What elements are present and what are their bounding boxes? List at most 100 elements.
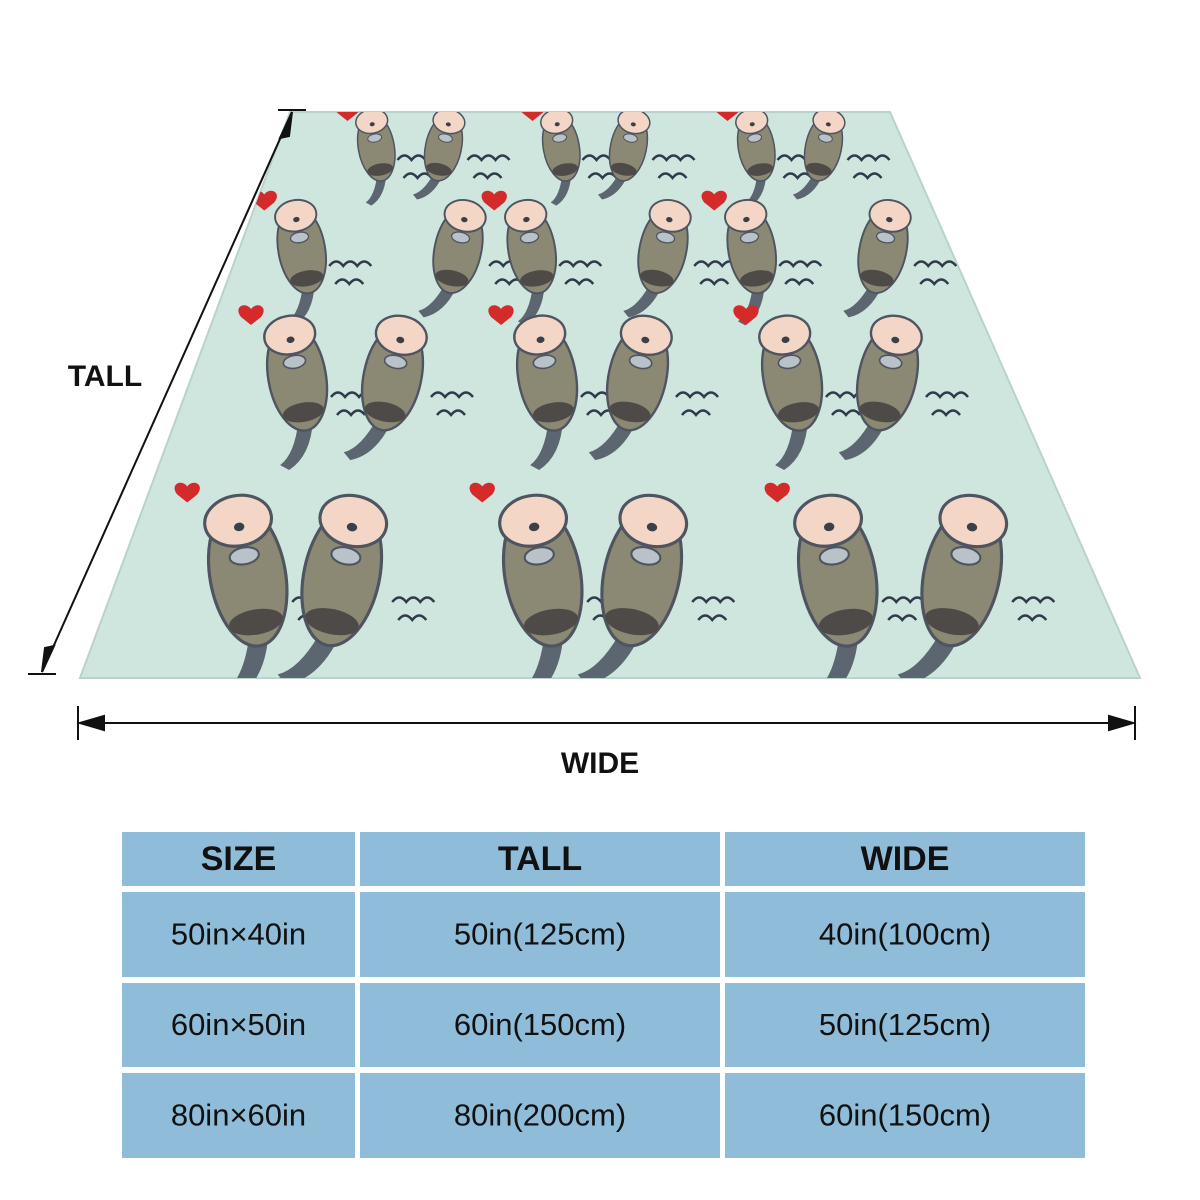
tall-label: TALL xyxy=(68,360,142,393)
otter-nose xyxy=(233,522,245,532)
table-cell xyxy=(725,983,1085,1067)
wave xyxy=(402,172,433,181)
wave xyxy=(472,172,503,181)
otter xyxy=(724,198,777,326)
wave xyxy=(919,278,950,287)
wave xyxy=(697,614,728,623)
otter-feet xyxy=(552,163,579,176)
table-header: SIZE xyxy=(201,840,277,878)
otter-head xyxy=(513,314,567,356)
otter xyxy=(343,314,428,461)
otter xyxy=(623,199,692,318)
otter-paws xyxy=(655,231,676,244)
wave xyxy=(336,409,366,418)
otter-feet xyxy=(367,163,394,176)
otter-head xyxy=(618,493,689,549)
otter xyxy=(513,314,579,471)
otter-feet xyxy=(747,163,774,176)
otter xyxy=(897,493,1009,678)
otter-feet xyxy=(860,269,894,287)
wave xyxy=(931,409,961,418)
wave xyxy=(651,154,696,163)
otter-feet xyxy=(532,402,574,423)
otter-paws xyxy=(739,231,760,244)
wave xyxy=(925,391,969,400)
wide-label: WIDE xyxy=(561,747,639,780)
otter-nose xyxy=(536,336,545,344)
table-header: TALL xyxy=(498,840,582,878)
otter-paws xyxy=(330,546,362,566)
wave xyxy=(466,154,511,163)
heart xyxy=(238,305,264,325)
otter-paws xyxy=(289,231,310,244)
otter-paws xyxy=(747,133,763,143)
otter-paws xyxy=(523,546,555,566)
otter-paws xyxy=(519,231,540,244)
otter-nose xyxy=(825,122,831,127)
otter-tail xyxy=(550,174,572,206)
wave xyxy=(1017,614,1048,623)
table-text: 60in×50in xyxy=(171,1007,306,1042)
wave xyxy=(699,278,730,287)
otter-head xyxy=(938,493,1009,549)
heart xyxy=(481,190,507,211)
otter-nose xyxy=(630,122,636,127)
otter xyxy=(418,199,487,318)
otter-nose xyxy=(823,522,835,532)
otter-tail xyxy=(225,632,269,678)
table-cell xyxy=(122,1073,355,1158)
otter xyxy=(412,112,466,200)
wave xyxy=(782,172,813,181)
table-cell xyxy=(360,832,720,886)
otter xyxy=(498,493,584,678)
wave xyxy=(693,260,738,269)
otter-tail xyxy=(520,632,564,678)
wave xyxy=(852,172,883,181)
otter-feet xyxy=(859,401,901,423)
otter-tail xyxy=(775,420,808,471)
otter-feet xyxy=(640,269,674,287)
wave xyxy=(681,409,711,418)
wave xyxy=(778,260,823,269)
otter-head xyxy=(868,199,912,233)
otter-paws xyxy=(630,546,662,566)
otter-nose xyxy=(293,216,300,223)
otter-nose xyxy=(523,216,530,223)
otter-paws xyxy=(552,133,568,143)
otter-head xyxy=(432,112,466,135)
wave xyxy=(675,391,719,400)
otter-nose xyxy=(286,336,295,344)
otter-tail xyxy=(280,420,313,471)
arrow-head xyxy=(278,111,293,140)
heart xyxy=(764,482,790,503)
otter xyxy=(588,314,673,461)
table-cell xyxy=(122,832,355,886)
otter-paws xyxy=(628,354,653,370)
otter-head xyxy=(648,199,692,233)
otter-paws xyxy=(818,546,850,566)
otter-feet xyxy=(777,402,819,423)
otter xyxy=(203,493,289,678)
otter-nose xyxy=(891,336,900,344)
otter-nose xyxy=(554,122,560,127)
otter-feet xyxy=(610,162,637,176)
otter-nose xyxy=(966,522,978,532)
otter xyxy=(277,493,389,678)
otter-head xyxy=(793,493,864,548)
otter-feet xyxy=(805,162,832,176)
heart xyxy=(469,482,495,503)
otter-feet xyxy=(520,270,554,287)
wave xyxy=(391,596,436,605)
otter-feet xyxy=(435,269,469,287)
otter-paws xyxy=(623,133,638,143)
otter-paws xyxy=(282,354,307,370)
otter xyxy=(577,493,689,678)
wave xyxy=(328,260,373,269)
otter-head xyxy=(318,493,389,549)
otter-paws xyxy=(383,354,408,370)
wave xyxy=(558,260,603,269)
wave xyxy=(1011,596,1056,605)
otter-nose xyxy=(666,217,673,223)
wave xyxy=(397,614,428,623)
